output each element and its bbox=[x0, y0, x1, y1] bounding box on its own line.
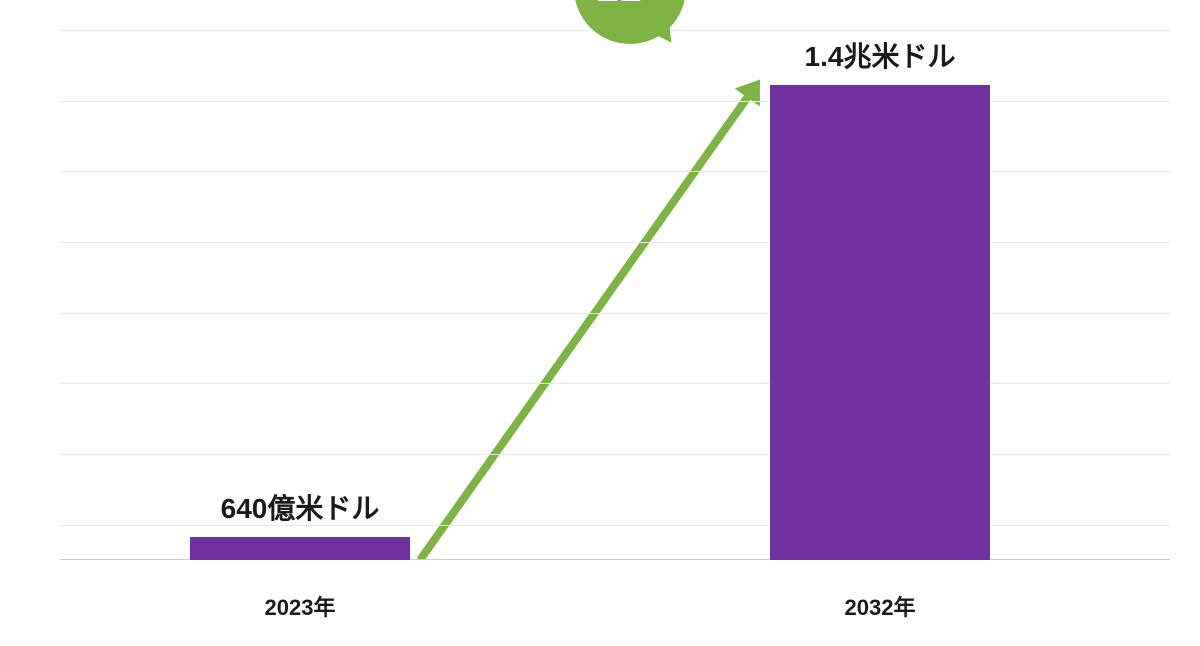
bar-value-label-y2032: 1.4兆米ドル bbox=[730, 35, 1030, 75]
plot-area: 640億米ドル1.4兆米ドル21倍 bbox=[60, 30, 1170, 560]
bar-y2032 bbox=[770, 85, 990, 560]
bar-value-label-y2023: 640億米ドル bbox=[150, 487, 450, 527]
multiplier-badge: 21倍 bbox=[574, 0, 686, 44]
gridline bbox=[60, 171, 1170, 172]
bar-y2023 bbox=[190, 537, 410, 560]
growth-arrow bbox=[60, 30, 1170, 560]
gridline bbox=[60, 454, 1170, 455]
growth-chart: 640億米ドル 1.4兆米ドル 21倍 2023年 2032年 bbox=[0, 0, 1200, 646]
gridline bbox=[60, 242, 1170, 243]
gridline bbox=[60, 101, 1170, 102]
gridline bbox=[60, 313, 1170, 314]
multiplier-number: 21 bbox=[597, 0, 642, 8]
gridline bbox=[60, 383, 1170, 384]
x-label-y2023: 2023年 bbox=[220, 590, 380, 622]
x-label-y2032: 2032年 bbox=[800, 590, 960, 622]
